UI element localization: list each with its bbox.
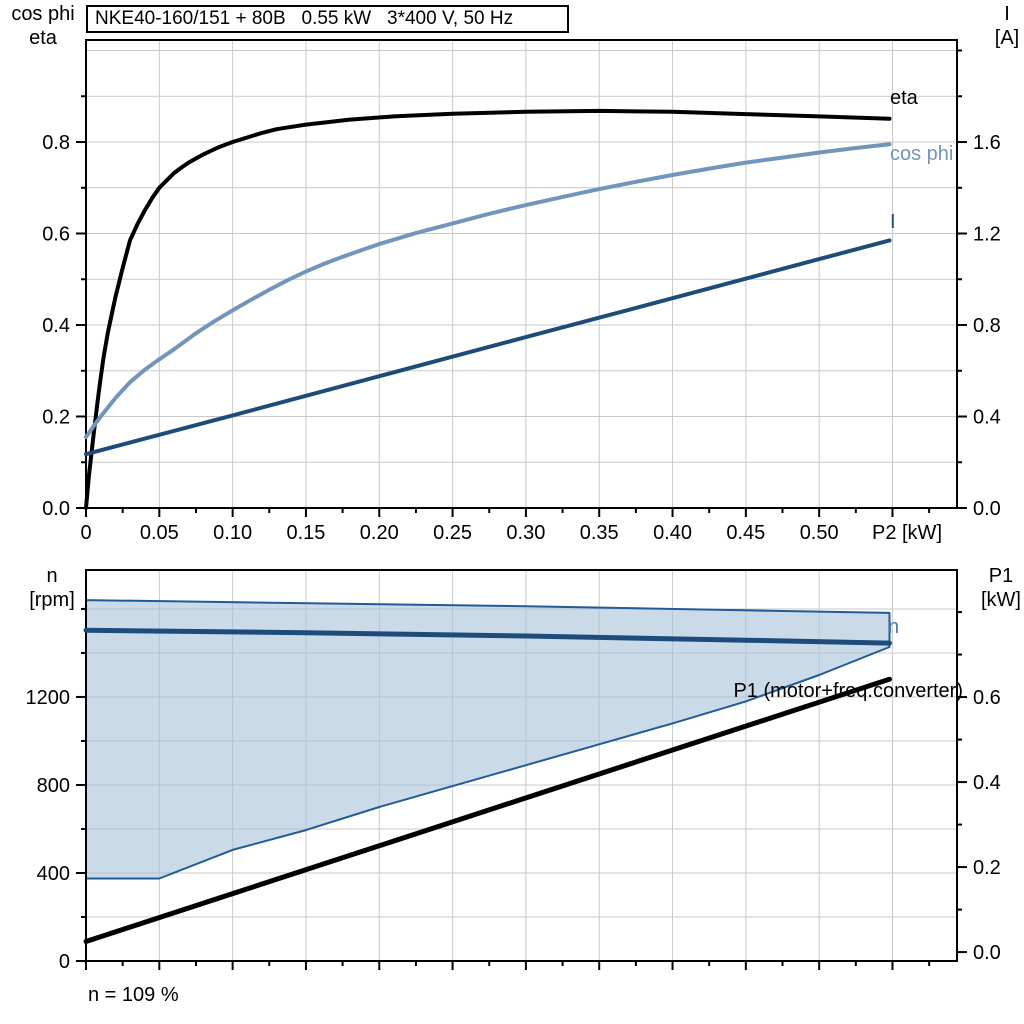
chart-title-box: NKE40-160/151 + 80B 0.55 kW 3*400 V, 50 … xyxy=(86,5,569,33)
svg-text:0.40: 0.40 xyxy=(653,522,692,544)
axis-title-line: [rpm] xyxy=(29,589,75,611)
svg-text:1.2: 1.2 xyxy=(973,224,1001,246)
svg-text:I: I xyxy=(890,211,896,233)
chart-title: NKE40-160/151 + 80B 0.55 kW 3*400 V, 50 … xyxy=(95,8,514,29)
top-right-axis-title: I [A] xyxy=(976,2,1024,50)
svg-text:cos phi: cos phi xyxy=(890,143,953,165)
curve-p1-motor-freq-converter- xyxy=(83,676,892,944)
svg-text:0: 0 xyxy=(80,522,91,544)
svg-text:0.15: 0.15 xyxy=(286,522,325,544)
curve-n xyxy=(83,627,892,646)
svg-text:1.6: 1.6 xyxy=(973,132,1001,154)
svg-text:0.4: 0.4 xyxy=(973,407,1001,429)
svg-text:0.4: 0.4 xyxy=(42,315,70,337)
svg-text:n: n xyxy=(888,616,899,638)
svg-text:0.10: 0.10 xyxy=(213,522,252,544)
svg-text:eta: eta xyxy=(890,87,919,109)
svg-text:0.6: 0.6 xyxy=(42,224,70,246)
axis-title-line: [kW] xyxy=(981,589,1021,611)
svg-text:0.0: 0.0 xyxy=(973,942,1001,964)
speed-percentage-note: n = 109 % xyxy=(88,984,179,1006)
svg-text:0.20: 0.20 xyxy=(360,522,399,544)
axis-title-line: [A] xyxy=(994,27,1020,49)
svg-text:0.05: 0.05 xyxy=(140,522,179,544)
svg-text:0.0: 0.0 xyxy=(42,498,70,520)
axis-title-line: P1 xyxy=(988,565,1014,587)
axis-title-line: cos phi xyxy=(11,3,75,25)
axis-title-line: eta xyxy=(29,27,57,49)
svg-text:1200: 1200 xyxy=(26,687,71,709)
svg-text:0: 0 xyxy=(59,951,70,973)
curve-i xyxy=(84,238,892,457)
curve-cos-phi xyxy=(84,142,892,440)
svg-text:0.35: 0.35 xyxy=(580,522,619,544)
svg-text:0.2: 0.2 xyxy=(42,407,70,429)
svg-text:0.0: 0.0 xyxy=(973,498,1001,520)
svg-text:0.45: 0.45 xyxy=(726,522,765,544)
svg-text:0.8: 0.8 xyxy=(973,315,1001,337)
svg-text:0.2: 0.2 xyxy=(973,857,1001,879)
axis-title-line: I xyxy=(1004,3,1010,25)
svg-text:P2 [kW]: P2 [kW] xyxy=(872,522,942,544)
svg-text:P1 (motor+freq.converter): P1 (motor+freq.converter) xyxy=(733,680,963,702)
curve-eta xyxy=(84,108,892,510)
axis-title-line: n xyxy=(46,565,58,587)
svg-text:0.4: 0.4 xyxy=(973,772,1001,794)
svg-text:0.8: 0.8 xyxy=(42,132,70,154)
bottom-right-axis-title: P1 [kW] xyxy=(970,564,1024,612)
bottom-left-axis-title: n [rpm] xyxy=(14,564,90,612)
svg-text:0.30: 0.30 xyxy=(506,522,545,544)
svg-text:0.25: 0.25 xyxy=(433,522,472,544)
svg-text:0.50: 0.50 xyxy=(800,522,839,544)
top-left-axis-title: cos phi eta xyxy=(4,2,82,50)
svg-text:400: 400 xyxy=(37,863,70,885)
svg-text:800: 800 xyxy=(37,775,70,797)
svg-text:0.6: 0.6 xyxy=(973,687,1001,709)
